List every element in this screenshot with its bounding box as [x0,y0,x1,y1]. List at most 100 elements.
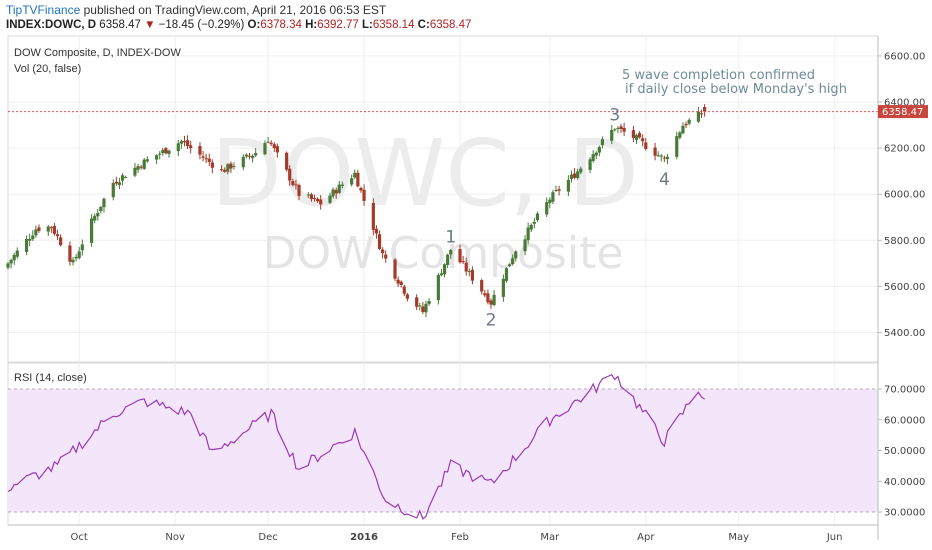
candle-body [662,157,666,159]
candle-body [569,174,574,179]
candle-body [554,190,558,192]
candle-body [155,155,159,160]
candle-body [145,159,149,162]
candle-body [312,198,317,200]
candle-body [464,262,468,272]
main-panel-title: DOW Composite, D, INDEX-DOW [14,47,181,59]
candle-body [359,187,363,191]
candle-body [381,249,385,254]
candle-body [436,274,440,301]
candle-body [551,192,555,202]
x-tick-label: May [728,532,749,543]
candle-body [164,148,168,154]
candle-body [139,166,143,168]
candle-body [49,227,53,229]
rsi-tick-label: 60.0000 [884,415,925,426]
candle-body [28,238,32,241]
candle-body [250,155,255,159]
candle-body [319,199,323,205]
candle-body [74,256,78,259]
candle-body [275,146,279,153]
candle-body [337,184,341,193]
candle-body [226,164,230,172]
high-value: 6392.77 [317,19,359,31]
publish-info: TipTVFinance published on TradingView.co… [6,3,386,17]
candle-body [523,239,527,252]
candle-body [600,139,605,146]
y-tick-label: 6400.00 [884,98,925,109]
candle-body [350,178,354,185]
candle-body [198,146,202,155]
candle-body [644,142,648,149]
candle-body [576,171,580,179]
candle-body [179,140,183,144]
candle-body [439,273,444,276]
candle-body [182,140,187,143]
candle-body [684,124,688,126]
candle-body [263,143,267,155]
candle-body [328,195,332,203]
candle-body [622,127,626,132]
last-price-tag [878,105,928,119]
last-price: 6358.47 [99,19,141,31]
candle-body [545,202,549,215]
candle-body [377,234,382,249]
candle-body [133,167,137,176]
candle-body [699,113,704,115]
axes: Oct Nov Dec 2016 Feb Mar Apr May Jun 5400.00 5600.… [8,36,925,543]
candle-body [124,176,128,178]
candle-body [427,301,431,304]
candle-body [9,259,13,264]
y-tick-label: 6000.00 [884,190,925,201]
candle-body [244,154,248,157]
y-tick-label: 5600.00 [884,282,925,293]
candle-body [93,215,97,221]
close-value: 6358.47 [429,19,472,31]
rsi-band [8,389,878,512]
candle-body [446,254,450,265]
candle-body [309,194,314,200]
candle-body [117,182,122,185]
annotation-line-2: if daily close below Monday's high [625,82,847,97]
ohlc-legend: INDEX:DOWC, D 6358.47 ▼ −18.45 (−0.29%) … [6,19,472,31]
candle-body [15,250,19,257]
candle-body [659,155,663,157]
volume-label: Vol (20, false) [14,63,82,75]
candle-body [449,249,453,255]
candle-body [55,234,60,237]
candle-body [511,258,515,265]
candle-body [480,280,484,292]
annotation-line-1: 5 wave completion confirmed [622,68,815,83]
candle-body [405,294,409,299]
candle-body [207,158,211,162]
candle-body [189,145,193,149]
candle-body [442,264,447,275]
published-text: published on TradingView.com, April 21, … [83,3,387,17]
low-value: 6358.14 [372,19,415,31]
candle-body [588,159,592,170]
candle-body [266,141,270,143]
down-triangle-icon: ▼ [144,19,156,31]
candles [6,104,707,318]
candle-body [461,261,465,263]
candle-body [619,126,623,129]
candle-body [210,162,214,168]
candle-body [396,279,400,284]
candle-body [678,132,682,138]
candle-body [653,147,657,156]
candle-body [384,254,388,259]
candle-body [102,198,106,208]
candle-body [80,244,84,251]
publisher-link[interactable]: TipTVFinance [6,3,81,17]
candle-body [111,183,115,198]
candle-body [610,129,614,141]
wave-label: 4 [659,170,670,190]
candle-body [634,135,639,141]
candle-body [467,271,471,273]
candle-body [46,226,50,232]
candle-body [99,206,103,212]
rsi-line [7,373,705,520]
candle-body [176,143,180,152]
candle-body [656,155,660,157]
